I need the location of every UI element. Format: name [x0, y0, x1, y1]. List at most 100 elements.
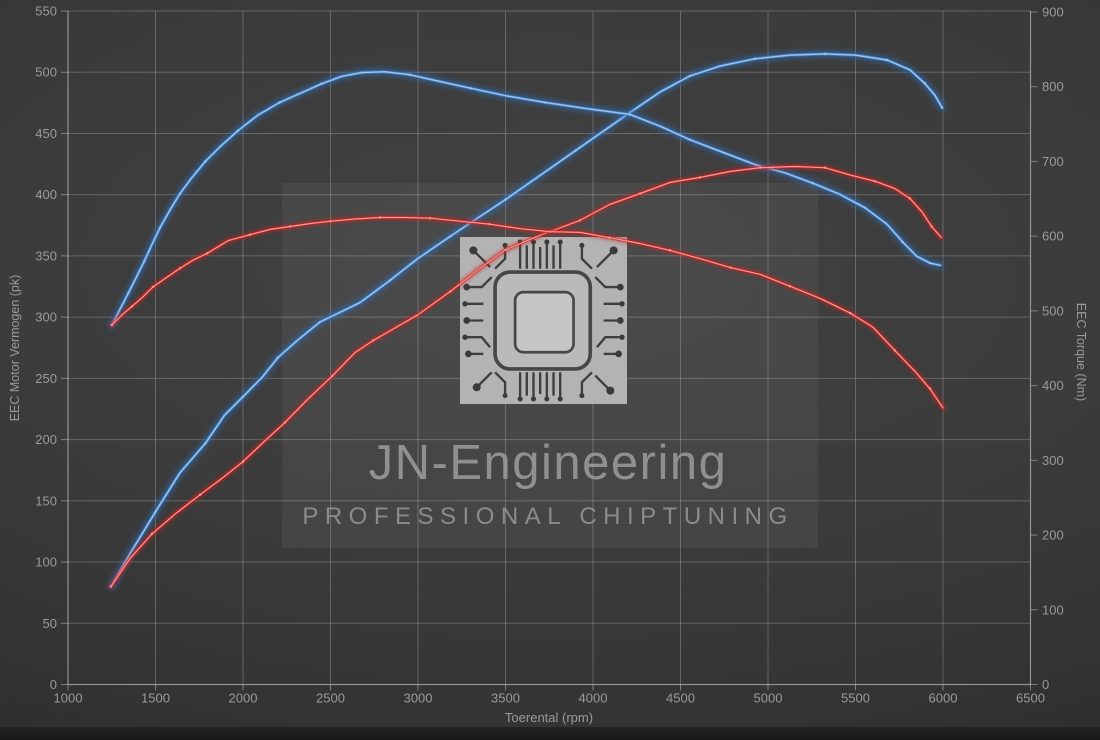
curve-marker	[608, 236, 611, 239]
curve-marker	[241, 395, 245, 398]
curve-marker	[429, 217, 432, 220]
tick-label-x: 2000	[229, 691, 258, 706]
axis-title-right: EEC Torque (Nm)	[1074, 303, 1088, 401]
curve-marker	[241, 460, 245, 463]
watermark-subtitle: PROFESSIONAL CHIPTUNING	[302, 503, 793, 530]
curve-marker	[283, 421, 287, 424]
tick-label-right: 0	[1042, 677, 1049, 692]
tick-label-left: 450	[35, 126, 57, 141]
curve-marker	[574, 149, 577, 152]
curve-marker	[639, 192, 642, 195]
curve-marker	[408, 73, 412, 76]
axis-title-left: EEC Motor Vermogen (pk)	[8, 275, 22, 422]
bottom-vignette	[0, 727, 1100, 740]
tick-label-x: 3500	[491, 691, 520, 706]
curve-marker	[504, 248, 507, 251]
curve-marker	[150, 532, 154, 536]
curve-marker	[320, 82, 323, 85]
tick-label-left: 50	[43, 616, 57, 631]
curve-marker	[753, 57, 757, 60]
curve-marker	[360, 71, 364, 74]
curve-marker	[289, 225, 292, 228]
curve-marker	[688, 138, 692, 141]
curve-marker	[930, 225, 933, 228]
curve-marker	[811, 181, 814, 185]
curve-marker	[198, 493, 202, 496]
tick-label-x: 3000	[404, 691, 433, 706]
curve-marker	[901, 240, 904, 244]
curve-marker	[788, 285, 792, 288]
curve-marker	[276, 356, 280, 359]
curve-marker	[329, 220, 332, 223]
tick-label-left: 250	[35, 371, 57, 386]
curve-marker	[449, 235, 452, 238]
tick-label-right: 100	[1042, 602, 1064, 617]
curve-marker	[698, 176, 701, 179]
tick-label-x: 6000	[929, 691, 958, 706]
tick-label-x: 5500	[841, 691, 870, 706]
curve-marker	[379, 216, 382, 219]
curves-layer	[107, 50, 946, 591]
tick-label-left: 550	[35, 4, 57, 19]
axis-title-x: Toerental (rpm)	[505, 710, 593, 725]
tick-label-x: 5000	[754, 691, 783, 706]
curve-marker	[688, 74, 692, 78]
curve-marker	[849, 311, 852, 315]
curve-marker	[873, 180, 876, 183]
curve-marker	[548, 230, 552, 233]
tick-label-left: 350	[35, 248, 57, 263]
curve-marker	[928, 261, 932, 265]
curve-torque-blue	[108, 68, 945, 329]
curve-marker	[278, 101, 281, 104]
curve-marker	[236, 129, 239, 133]
curve-marker	[863, 206, 867, 209]
tick-label-left: 150	[35, 493, 57, 508]
curve-marker	[823, 166, 827, 169]
tick-labels: 0 50 100 150 200 250 300 350 400 450 500 5500 100 200…	[35, 4, 1063, 706]
tick-label-x: 2500	[316, 691, 345, 706]
tick-label-left: 100	[35, 555, 57, 570]
curve-marker	[248, 233, 252, 236]
curve-marker	[504, 198, 507, 201]
tick-label-right: 700	[1042, 154, 1064, 169]
curve-power-blue	[107, 50, 946, 591]
curve-marker	[885, 58, 889, 62]
curve-marker	[178, 192, 182, 195]
watermark-title: JN-Engineering	[369, 436, 728, 490]
curve-marker	[372, 339, 375, 342]
tick-label-x: 4000	[579, 691, 608, 706]
tick-label-left: 200	[35, 432, 57, 447]
tick-label-right: 400	[1042, 378, 1064, 393]
watermark-panel: JN-Engineering PROFESSIONAL CHIPTUNING	[282, 183, 818, 548]
curve-marker	[151, 285, 155, 289]
curve-marker	[729, 266, 732, 269]
tick-label-left: 500	[35, 65, 57, 80]
tick-label-right: 500	[1042, 303, 1064, 318]
curve-marker	[928, 387, 932, 390]
curve-marker	[469, 87, 472, 90]
curve-marker	[318, 320, 322, 324]
curve-marker	[628, 113, 631, 116]
curve-marker	[331, 374, 334, 378]
curve-marker	[908, 197, 911, 200]
curve-marker	[893, 349, 897, 352]
tick-label-right: 600	[1042, 229, 1064, 244]
tick-label-x: 6500	[1016, 691, 1045, 706]
tick-label-x: 1500	[141, 691, 170, 706]
curve-marker	[130, 305, 134, 308]
curve-torque-red	[109, 214, 946, 411]
tick-label-right: 200	[1042, 528, 1064, 543]
curve-marker	[449, 290, 452, 293]
curve-marker	[543, 101, 547, 104]
curve-marker	[668, 249, 672, 252]
tick-label-right: 900	[1042, 5, 1064, 20]
tick-label-left: 300	[35, 310, 57, 325]
curve-marker	[142, 260, 146, 263]
curve-marker	[388, 279, 392, 282]
tick-label-right: 300	[1042, 453, 1064, 468]
curve-marker	[154, 510, 157, 514]
curve-marker	[204, 160, 207, 163]
curve-marker	[940, 106, 944, 109]
curve-power-red	[108, 163, 945, 590]
